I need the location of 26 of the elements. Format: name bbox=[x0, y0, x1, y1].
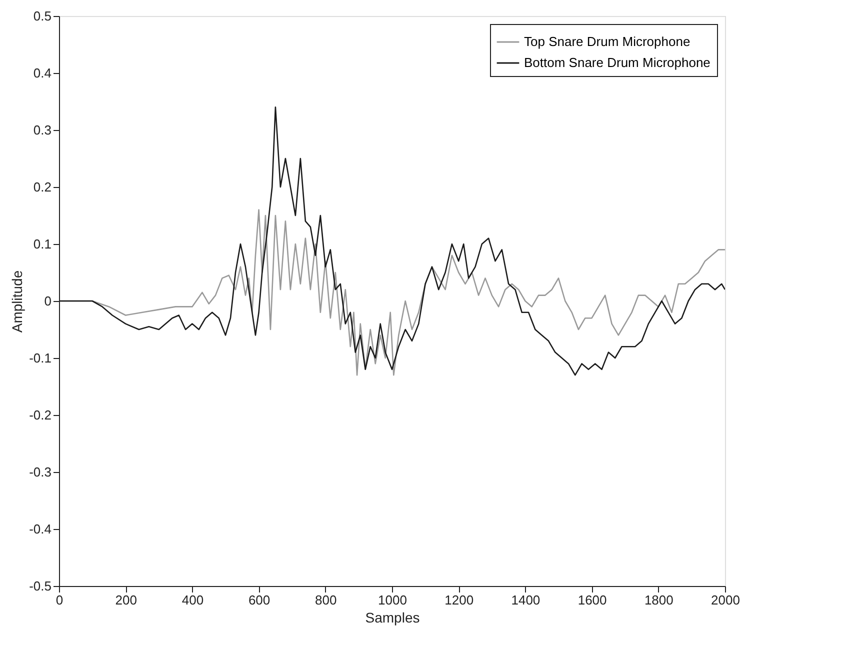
y-tick-label: -0.3 bbox=[29, 464, 52, 480]
x-axis-title: Samples bbox=[365, 610, 420, 626]
x-tick-label: 0 bbox=[56, 592, 64, 608]
y-tick-label: -0.5 bbox=[29, 578, 52, 594]
x-tick-label: 600 bbox=[248, 592, 270, 608]
x-tick-label: 1000 bbox=[378, 592, 407, 608]
x-tick-label: 1400 bbox=[511, 592, 540, 608]
x-tick-label: 800 bbox=[315, 592, 337, 608]
x-tick-label: 2000 bbox=[711, 592, 740, 608]
y-tick-label: 0.1 bbox=[33, 236, 52, 252]
legend-label: Top Snare Drum Microphone bbox=[524, 34, 690, 49]
y-tick-label: -0.4 bbox=[29, 522, 52, 536]
x-tick-label: 200 bbox=[115, 592, 137, 608]
y-tick-label: -0.2 bbox=[29, 408, 52, 422]
x-tick-label: 1600 bbox=[578, 592, 607, 608]
x-tick-label: 1800 bbox=[644, 592, 674, 608]
y-tick-label: 0.4 bbox=[33, 66, 52, 80]
y-tick-label: 0.2 bbox=[33, 180, 52, 194]
y-tick-label: 0.5 bbox=[33, 8, 52, 24]
x-tick-label: 1200 bbox=[444, 592, 474, 608]
y-tick-label: -0.1 bbox=[29, 350, 52, 366]
y-tick-label: 0 bbox=[44, 294, 52, 308]
y-axis-title: Amplitude bbox=[9, 270, 26, 333]
legend-label: Bottom Snare Drum Microphone bbox=[524, 55, 710, 70]
y-tick-label: 0.3 bbox=[33, 122, 52, 138]
x-tick-label: 400 bbox=[182, 592, 204, 608]
